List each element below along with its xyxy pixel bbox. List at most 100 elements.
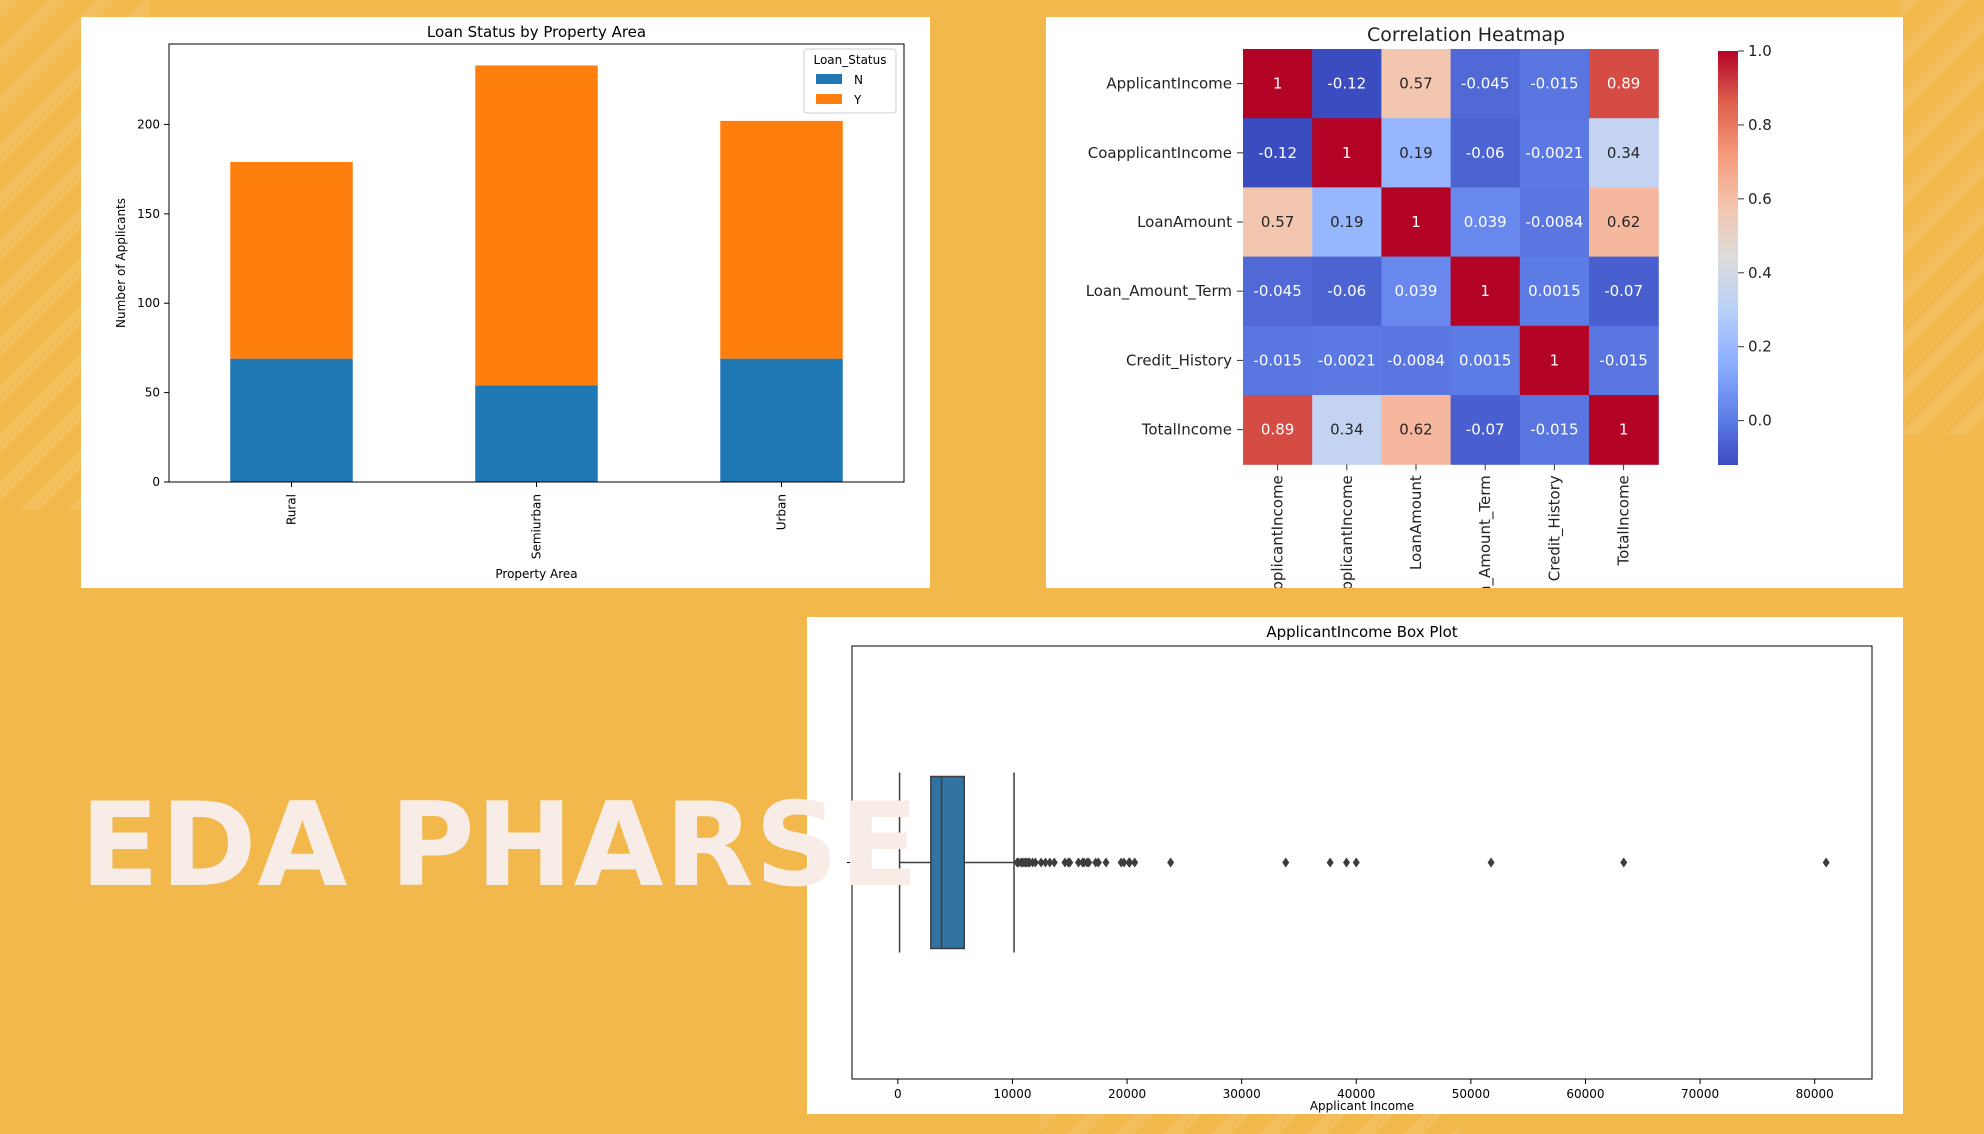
heatmap-cell (1450, 118, 1521, 188)
y-tick-label: Credit_History (1126, 351, 1232, 370)
y-tick-label: CoapplicantIncome (1088, 144, 1232, 162)
boxplot-panel: ApplicantIncome Box Plot 0 10000 20000 30000… (807, 617, 1903, 1114)
x-tick-label: Urban (775, 494, 789, 530)
heatmap-cell-label: -0.045 (1461, 75, 1509, 93)
colorbar-tick-label: 0.2 (1748, 338, 1772, 356)
x-axis-label: Applicant Income (1310, 1099, 1414, 1113)
heatmap-cell-label: -0.0084 (1525, 213, 1583, 231)
legend-swatch-y (816, 94, 842, 104)
heatmap-cell (1589, 187, 1659, 258)
colorbar (1718, 51, 1738, 465)
heatmap-cell (1519, 395, 1590, 465)
heatmap-cell-label: -0.07 (1604, 282, 1643, 300)
heatmap-cell-label: 0.34 (1607, 144, 1640, 162)
heatmap-cell (1381, 395, 1452, 465)
outlier-point (1085, 857, 1093, 868)
outlier-point (1066, 857, 1074, 868)
heatmap-cell-label: 1 (1619, 421, 1629, 439)
y-tick-label: LoanAmount (1137, 213, 1232, 231)
heatmap-cell-label: 0.19 (1330, 213, 1363, 231)
heatmap-cell-label: 0.62 (1399, 421, 1432, 439)
heatmap-cell-label: 0.62 (1607, 213, 1640, 231)
bar-urban-y (720, 120, 843, 359)
y-tick-label: TotalIncome (1141, 421, 1232, 439)
heatmap-cell (1312, 49, 1382, 119)
x-tick-label: 20000 (1108, 1087, 1146, 1101)
heatmap-cell (1312, 325, 1382, 396)
heatmap-cell (1589, 49, 1659, 119)
outlier-point (1326, 857, 1334, 868)
x-tick-label: 70000 (1681, 1087, 1719, 1101)
x-tick-label: 40000 (1337, 1087, 1375, 1101)
heatmap-cell-label: 1 (1480, 282, 1490, 300)
outlier-point (1050, 857, 1058, 868)
heatmap-cell-label: -0.015 (1599, 351, 1647, 369)
heatmap-cell (1243, 325, 1313, 396)
heatmap-cell-label: 0.039 (1395, 282, 1438, 300)
heatmap-panel: Correlation Heatmap 1 -0.12 0.57 -0.045 -0.01… (1046, 17, 1903, 588)
y-tick-label: Loan_Amount_Term (1086, 282, 1232, 301)
outlier-point (1352, 857, 1360, 868)
heatmap-cell (1519, 49, 1590, 119)
legend-label-n: N (854, 73, 863, 87)
colorbar-tick-label: 0.6 (1748, 190, 1772, 208)
heatmap-cell-label: 0.34 (1330, 421, 1363, 439)
x-tick-label: 50000 (1452, 1087, 1490, 1101)
decor-stripes-bottom (1040, 1112, 1460, 1134)
outlier-point (1282, 857, 1290, 868)
heatmap-cell-label: -0.06 (1466, 144, 1505, 162)
outlier-point (1126, 857, 1134, 868)
heatmap-cell (1589, 395, 1659, 465)
chart-title: ApplicantIncome Box Plot (1266, 623, 1457, 641)
plot-frame (168, 43, 905, 483)
outlier-point (1094, 857, 1102, 868)
heatmap-cell (1450, 325, 1521, 396)
x-tick-label: CoapplicantIncome (1338, 475, 1356, 588)
bar-rural-y (230, 161, 353, 359)
legend-title: Loan_Status (813, 53, 886, 67)
y-axis-label: Number of Applicants (114, 198, 128, 328)
heatmap-cell-label: 1 (1273, 75, 1283, 93)
heatmap-cell (1589, 118, 1659, 188)
heatmap-cell (1519, 118, 1590, 188)
heatmap-cell-label: -0.015 (1530, 421, 1578, 439)
colorbar-tick-label: 0.8 (1748, 116, 1772, 134)
y-tick-label: 200 (137, 117, 160, 131)
heatmap-cell (1589, 256, 1659, 327)
heatmap-cell (1381, 256, 1452, 327)
y-tick-label: 150 (137, 207, 160, 221)
bar-chart-panel: Loan Status by Property Area Rural Semiurb… (81, 17, 930, 588)
heatmap-cell-label: -0.0084 (1387, 351, 1445, 369)
y-tick-label: ApplicantIncome (1106, 75, 1232, 93)
outlier-point (1046, 857, 1054, 868)
heatmap-cell-label: -0.015 (1530, 75, 1578, 93)
heatmap-cell-label: -0.0021 (1525, 144, 1583, 162)
heatmap-cell (1450, 187, 1521, 258)
x-tick-label: 30000 (1223, 1087, 1261, 1101)
heatmap-cell-label: -0.12 (1258, 144, 1297, 162)
decor-stripes-top-right (1900, 0, 1984, 435)
outlier-point (1342, 857, 1350, 868)
x-tick-label: 10000 (993, 1087, 1031, 1101)
bar-rural-n (230, 358, 353, 482)
applicant-income-box-plot: ApplicantIncome Box Plot 0 10000 20000 30000… (847, 623, 1873, 1113)
heatmap-cell (1243, 256, 1313, 327)
x-tick-label: Semiurban (530, 494, 544, 559)
x-tick-label: TotalIncome (1615, 475, 1633, 566)
heatmap-cell-label: -0.12 (1327, 75, 1366, 93)
x-axis-label: Property Area (495, 567, 577, 581)
outlier-point (1167, 857, 1175, 868)
x-tick-label: 80000 (1796, 1087, 1834, 1101)
heatmap-cell (1312, 256, 1382, 327)
outlier-point (1120, 857, 1128, 868)
colorbar-tick-label: 0.0 (1748, 412, 1772, 430)
x-tick-label: LoanAmount (1407, 475, 1425, 570)
slide-headline: EDA PHARSE (80, 778, 920, 913)
heatmap-cell-label: -0.06 (1327, 282, 1366, 300)
loan-status-bar-chart: Loan Status by Property Area Rural Semiurb… (114, 23, 905, 581)
heatmap-cell (1381, 49, 1452, 119)
x-tick-label: Credit_History (1545, 475, 1564, 581)
heatmap-cell (1519, 256, 1590, 327)
heatmap-cell (1381, 187, 1452, 258)
chart-title: Correlation Heatmap (1367, 24, 1565, 46)
